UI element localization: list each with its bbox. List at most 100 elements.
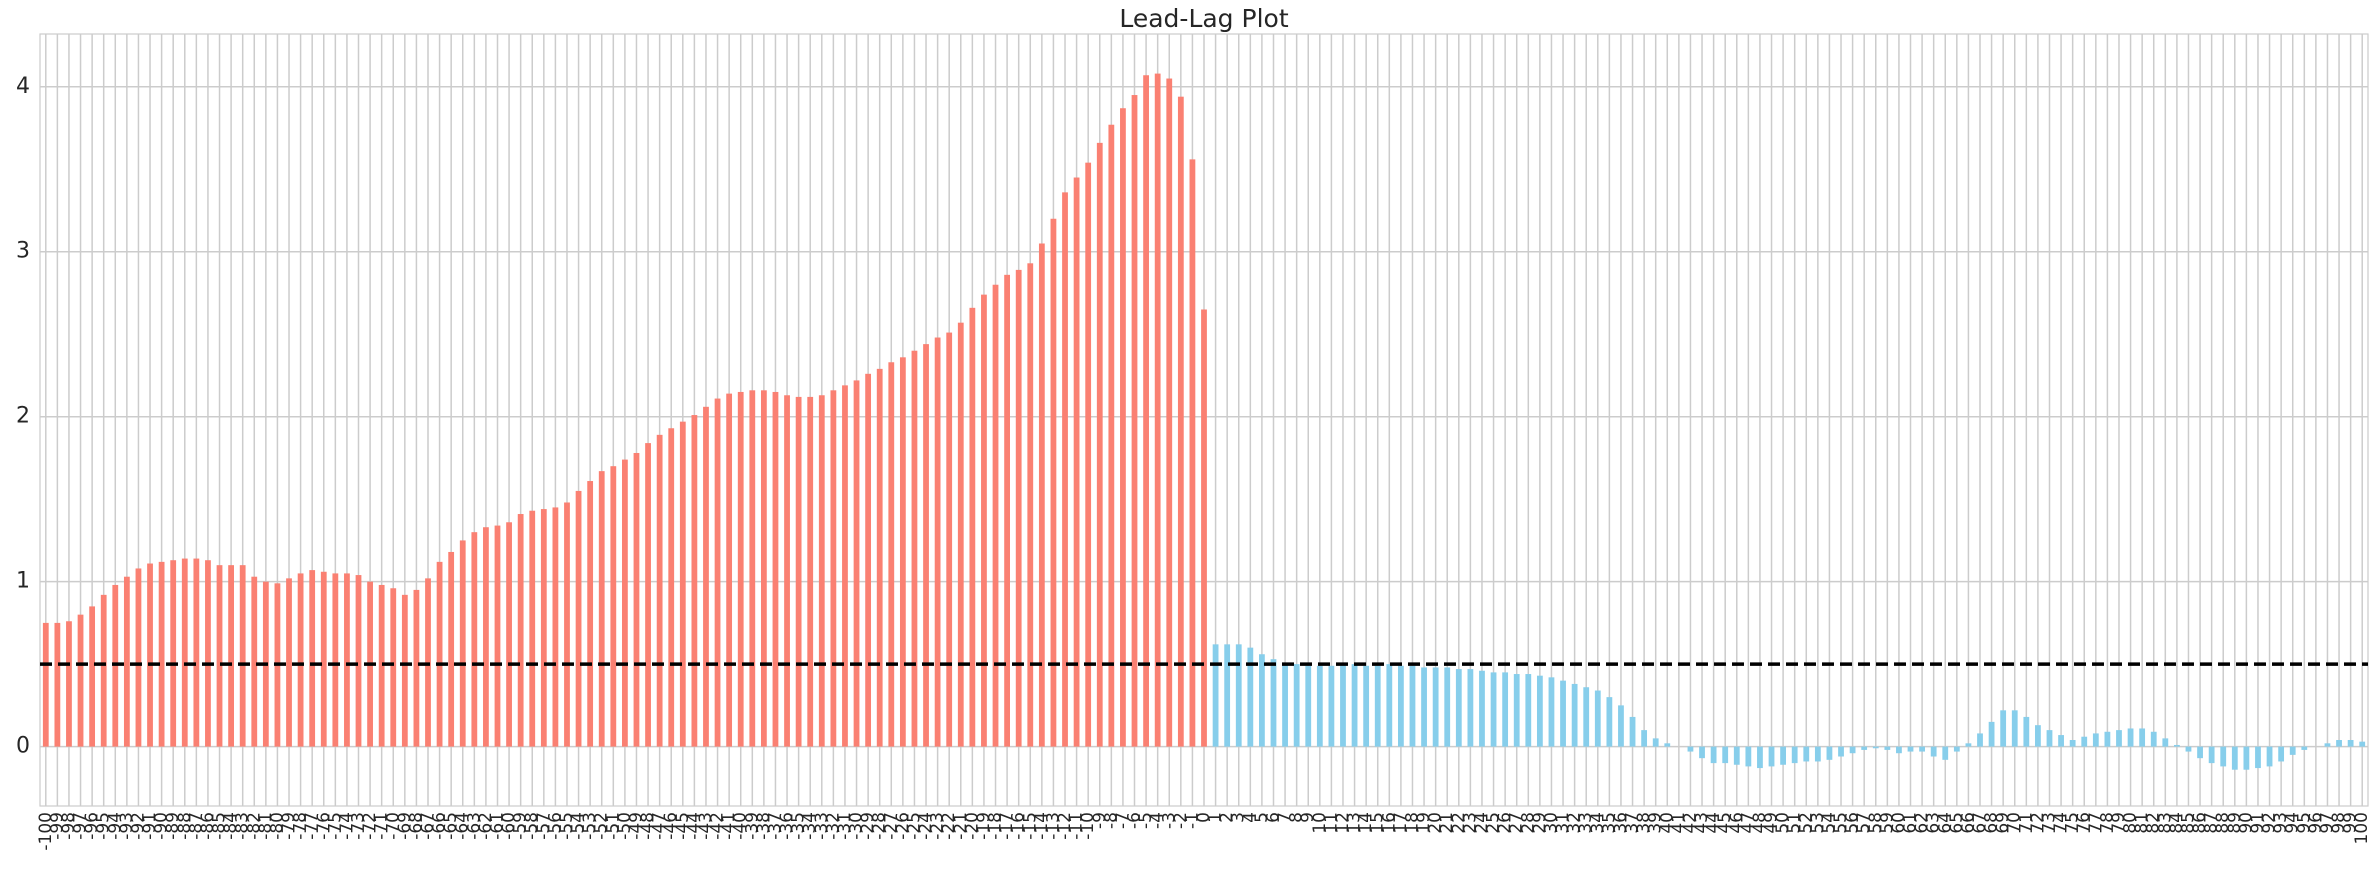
bar — [737, 391, 744, 747]
bar — [1583, 687, 1590, 747]
bar — [1768, 746, 1775, 767]
x-tick-label: 88 — [2213, 812, 2233, 834]
x-tick-label: 71 — [2016, 812, 2036, 834]
x-tick-label: 92 — [2260, 812, 2280, 834]
x-tick-label: 18 — [1402, 812, 1422, 834]
x-tick-label: -45 — [673, 812, 693, 840]
x-tick-label: -14 — [1032, 812, 1052, 840]
bar — [1838, 746, 1844, 757]
x-tick-label: -73 — [349, 812, 369, 840]
x-tick-label: -49 — [626, 812, 646, 840]
x-tick-label: -52 — [592, 812, 612, 840]
x-tick-label: -71 — [372, 812, 392, 840]
bar — [1652, 738, 1659, 747]
x-tick-label: -78 — [291, 812, 311, 840]
x-tick-label: 45 — [1715, 812, 1735, 834]
bar — [1363, 665, 1370, 747]
bar — [1861, 746, 1868, 750]
bar — [2301, 746, 2308, 750]
x-tick-label: -53 — [580, 812, 600, 840]
x-tick-label: 1 — [1206, 812, 1226, 823]
bar — [1096, 142, 1103, 747]
bar — [2139, 728, 2146, 747]
bar — [1757, 746, 1763, 769]
x-tick-label: 2 — [1217, 812, 1237, 823]
x-tick-label: 83 — [2155, 812, 2175, 834]
x-tick-label: -10 — [1078, 812, 1098, 840]
x-tick-label: -79 — [279, 812, 299, 840]
bar — [842, 385, 848, 747]
x-tick-label: 8 — [1287, 812, 1307, 823]
bar — [471, 532, 478, 747]
bar — [622, 459, 628, 747]
bar — [575, 490, 582, 747]
x-tick-label: 22 — [1449, 812, 1469, 834]
bar — [1664, 743, 1671, 747]
x-tick-label: -39 — [742, 812, 762, 840]
bar — [2162, 738, 2169, 747]
bar — [1780, 746, 1786, 765]
x-tick-label: -85 — [210, 812, 230, 840]
x-tick-label: -87 — [186, 812, 206, 840]
x-tick-label: -55 — [557, 812, 577, 840]
bar — [413, 589, 420, 747]
x-tick-label: 27 — [1507, 812, 1527, 834]
x-tick-label: -24 — [916, 812, 936, 840]
x-tick-label: 43 — [1692, 812, 1712, 834]
bar — [181, 558, 188, 747]
x-tick-label: 32 — [1565, 812, 1585, 834]
x-tick-label: 4 — [1240, 812, 1260, 823]
bar — [193, 558, 200, 747]
bar — [1479, 670, 1485, 747]
x-tick-label: -91 — [140, 812, 160, 840]
bar — [2278, 746, 2285, 762]
x-tick-label: -44 — [684, 812, 704, 840]
x-tick-label: 39 — [1646, 812, 1666, 834]
bar — [2116, 730, 2122, 747]
x-tick-label: 3 — [1229, 812, 1249, 823]
bar — [42, 622, 49, 747]
bar — [679, 421, 686, 747]
bar — [2104, 731, 2111, 747]
bar — [1977, 733, 1983, 747]
y-tick-label: 3 — [16, 239, 30, 264]
bar — [216, 565, 223, 747]
x-tick-label: -83 — [233, 812, 253, 840]
bar — [923, 344, 929, 747]
bar — [1525, 674, 1532, 747]
x-tick-label: -51 — [603, 812, 623, 840]
bar — [1444, 667, 1451, 747]
x-tick-label: -59 — [511, 812, 531, 840]
bar — [598, 471, 605, 747]
bar — [2231, 746, 2238, 770]
x-tick-label: -11 — [1067, 812, 1087, 840]
x-tick-label: -75 — [325, 812, 345, 840]
bar — [2266, 746, 2273, 767]
bar — [1849, 746, 1856, 754]
bar — [297, 573, 304, 747]
bar — [2185, 746, 2192, 752]
bar — [2023, 716, 2030, 747]
bar — [1745, 746, 1752, 767]
x-tick-label: -3 — [1159, 812, 1179, 829]
bar — [1872, 746, 1879, 749]
bar — [2347, 740, 2354, 747]
x-tick-label: -57 — [534, 812, 554, 840]
x-tick-label: -42 — [708, 812, 728, 840]
bar — [1629, 716, 1636, 747]
x-tick-label: -54 — [569, 812, 589, 840]
bar — [1212, 644, 1219, 747]
bar — [390, 588, 397, 747]
x-tick-label: 63 — [1924, 812, 1944, 834]
bar — [2243, 746, 2250, 770]
bar — [2092, 733, 2099, 747]
bar — [1270, 659, 1277, 747]
bar — [320, 571, 327, 747]
x-tick-label: 40 — [1657, 812, 1677, 834]
bar — [772, 391, 779, 747]
bar — [540, 509, 547, 747]
x-tick-label: -82 — [244, 812, 264, 840]
x-tick-label: 89 — [2225, 812, 2245, 834]
x-tick-label: -65 — [441, 812, 461, 840]
x-tick-label: -31 — [835, 812, 855, 840]
